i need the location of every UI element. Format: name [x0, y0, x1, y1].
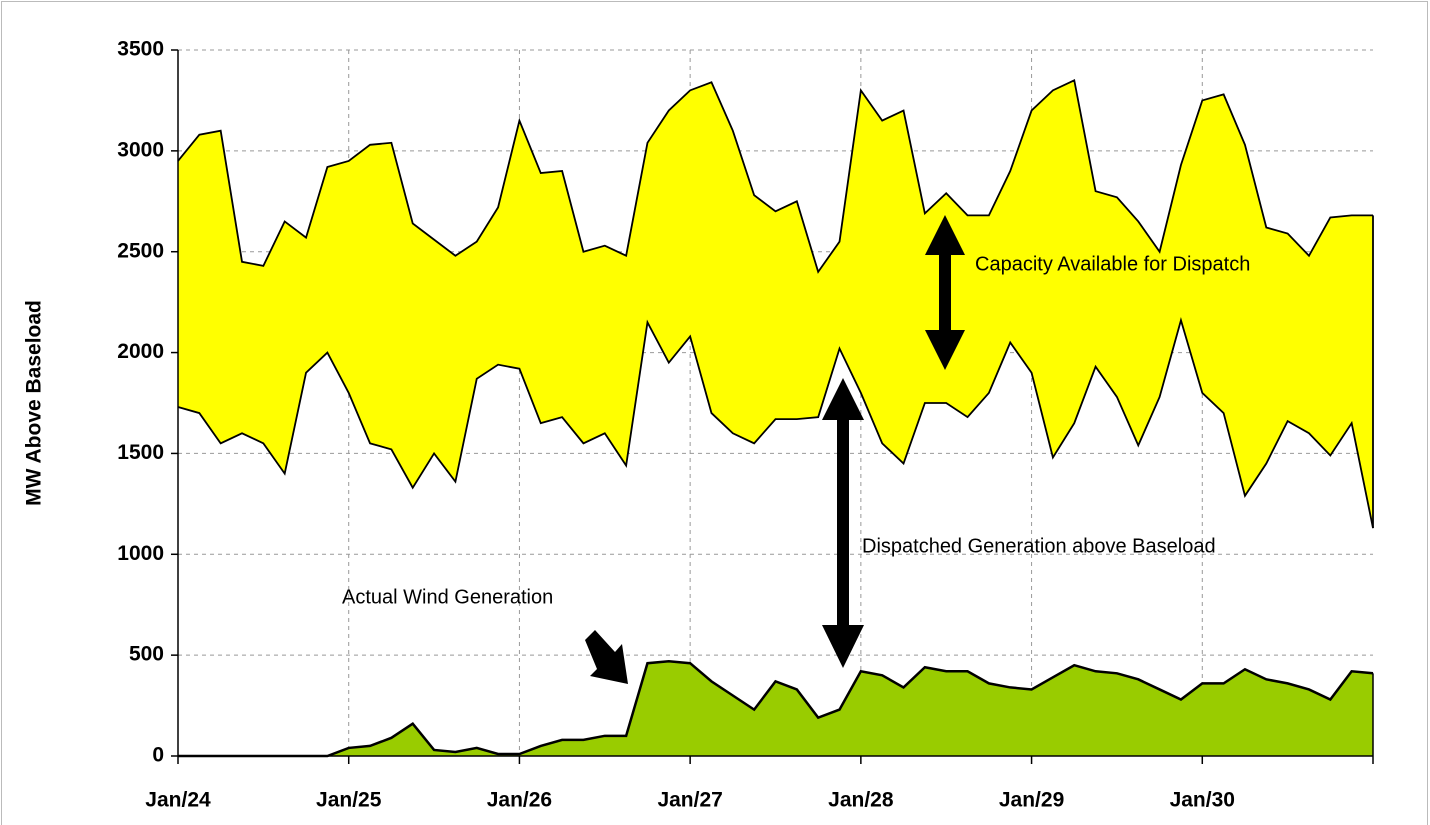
y-tick-label: 0	[152, 744, 164, 767]
x-tick-label: Jan/30	[1170, 789, 1235, 812]
x-tick-label: Jan/27	[657, 789, 722, 812]
x-tick-label: Jan/24	[145, 789, 211, 812]
arrow	[822, 378, 864, 668]
y-tick-label: 2000	[117, 340, 164, 363]
x-tick-label: Jan/25	[316, 789, 382, 812]
wind-line	[178, 659, 1374, 758]
y-axis-label: MW Above Baseload	[23, 300, 46, 506]
y-tick-label: 3000	[117, 138, 164, 161]
arrow	[925, 215, 965, 370]
y-tick-label: 500	[129, 643, 164, 666]
y-tick-label: 3500	[117, 38, 164, 61]
capacity-line	[177, 78, 1373, 274]
x-tick-label: Jan/26	[487, 789, 552, 812]
arrow	[585, 630, 628, 684]
dispatched-line	[177, 317, 1374, 529]
x-tick-label: Jan/29	[999, 789, 1064, 812]
annotation: Actual Wind Generation	[342, 586, 553, 608]
y-tick-label: 1000	[117, 542, 164, 565]
areas	[177, 78, 1374, 758]
y-tick-label: 2500	[117, 239, 164, 262]
annotation: Dispatched Generation above Baseload	[862, 535, 1216, 557]
y-tick-label: 1500	[117, 441, 164, 464]
x-tick-label: Jan/28	[828, 789, 894, 812]
wind-area	[178, 661, 1373, 756]
annotation: Capacity Available for Dispatch	[975, 253, 1250, 275]
capacity-band	[178, 80, 1373, 529]
